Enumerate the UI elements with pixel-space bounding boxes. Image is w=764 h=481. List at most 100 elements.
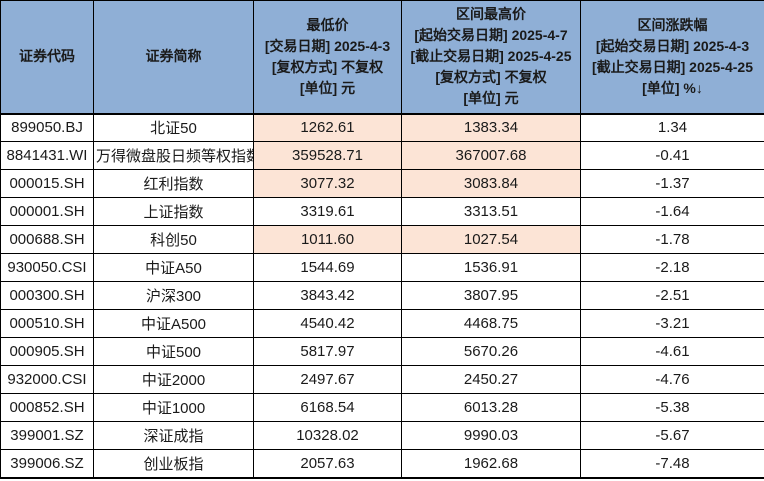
table-row: 899050.BJ 北证50 1262.61 1383.34 1.34 — [0, 113, 764, 142]
cell-high: 1962.68 — [401, 449, 581, 478]
cell-code: 000300.SH — [0, 281, 94, 310]
cell-chg: -0.41 — [580, 141, 764, 170]
cell-code: 000905.SH — [0, 337, 94, 366]
cell-high: 1383.34 — [401, 113, 581, 142]
table-row: 000905.SH 中证500 5817.97 5670.26 -4.61 — [0, 337, 764, 366]
header-line: [单位] 元 — [463, 90, 519, 107]
table-row: 000510.SH 中证A500 4540.42 4468.75 -3.21 — [0, 309, 764, 338]
cell-name: 中证1000 — [93, 393, 254, 422]
cell-code: 399001.SZ — [0, 421, 94, 450]
header-line: [单位] %↓ — [583, 78, 762, 99]
cell-high: 367007.68 — [401, 141, 581, 170]
cell-name: 中证2000 — [93, 365, 254, 394]
header-line: 区间涨跌幅 — [637, 16, 708, 33]
cell-low: 1011.60 — [253, 225, 402, 254]
cell-code: 000001.SH — [0, 197, 94, 226]
cell-high: 5670.26 — [401, 337, 581, 366]
cell-high: 4468.75 — [401, 309, 581, 338]
cell-name: 深证成指 — [93, 421, 254, 450]
sort-descending-icon: ↓ — [695, 79, 703, 96]
column-header-name: 证券简称 — [93, 0, 254, 115]
header-line: 区间最高价 — [456, 6, 526, 23]
cell-name: 红利指数 — [93, 169, 254, 198]
column-header-code: 证券代码 — [0, 0, 94, 115]
cell-name: 科创50 — [93, 225, 254, 254]
header-line: [截止交易日期] 2025-4-25 — [591, 58, 754, 75]
table-row: 930050.CSI 中证A50 1544.69 1536.91 -2.18 — [0, 253, 764, 282]
cell-high: 9990.03 — [401, 421, 581, 450]
cell-code: 399006.SZ — [0, 449, 94, 478]
column-header-change[interactable]: 区间涨跌幅 [起始交易日期] 2025-4-3 [截止交易日期] 2025-4-… — [580, 0, 764, 115]
table-row: 399006.SZ 创业板指 2057.63 1962.68 -7.48 — [0, 449, 764, 478]
cell-code: 899050.BJ — [0, 113, 94, 142]
cell-code: 000015.SH — [0, 169, 94, 198]
cell-high: 2450.27 — [401, 365, 581, 394]
cell-chg: -1.37 — [580, 169, 764, 198]
cell-code: 000852.SH — [0, 393, 94, 422]
column-header-low: 最低价 [交易日期] 2025-4-3 [复权方式] 不复权 [单位] 元 — [253, 0, 402, 115]
table-row: 932000.CSI 中证2000 2497.67 2450.27 -4.76 — [0, 365, 764, 394]
header-unit-label: [单位] % — [642, 79, 696, 96]
cell-low: 4540.42 — [253, 309, 402, 338]
cell-code: 930050.CSI — [0, 253, 94, 282]
cell-name: 北证50 — [93, 113, 254, 142]
cell-high: 3313.51 — [401, 197, 581, 226]
cell-chg: -3.21 — [580, 309, 764, 338]
cell-name: 中证A50 — [93, 253, 254, 282]
header-line: [起始交易日期] 2025-4-3 — [595, 37, 750, 54]
cell-chg: -1.78 — [580, 225, 764, 254]
cell-chg: 1.34 — [580, 113, 764, 142]
cell-low: 10328.02 — [253, 421, 402, 450]
header-row: 证券代码 证券简称 最低价 [交易日期] 2025-4-3 [复权方式] 不复权… — [0, 0, 764, 115]
cell-low: 6168.54 — [253, 393, 402, 422]
cell-low: 359528.71 — [253, 141, 402, 170]
cell-low: 2057.63 — [253, 449, 402, 478]
cell-low: 2497.67 — [253, 365, 402, 394]
cell-chg: -4.76 — [580, 365, 764, 394]
cell-code: 000510.SH — [0, 309, 94, 338]
cell-chg: -2.51 — [580, 281, 764, 310]
cell-chg: -2.18 — [580, 253, 764, 282]
cell-chg: -4.61 — [580, 337, 764, 366]
header-line: [截止交易日期] 2025-4-25 — [410, 48, 572, 65]
cell-chg: -7.48 — [580, 449, 764, 478]
header-line: [起始交易日期] 2025-4-7 — [414, 27, 568, 44]
cell-name: 中证500 — [93, 337, 254, 366]
cell-high: 3083.84 — [401, 169, 581, 198]
table-row: 000015.SH 红利指数 3077.32 3083.84 -1.37 — [0, 169, 764, 198]
cell-name: 沪深300 — [93, 281, 254, 310]
cell-low: 3319.61 — [253, 197, 402, 226]
cell-high: 1536.91 — [401, 253, 581, 282]
cell-high: 3807.95 — [401, 281, 581, 310]
cell-low: 3843.42 — [253, 281, 402, 310]
cell-name: 创业板指 — [93, 449, 254, 478]
header-line: 最低价 — [306, 16, 349, 33]
cell-low: 5817.97 — [253, 337, 402, 366]
table-row: 000688.SH 科创50 1011.60 1027.54 -1.78 — [0, 225, 764, 254]
table-row: 399001.SZ 深证成指 10328.02 9990.03 -5.67 — [0, 421, 764, 450]
header-line: [复权方式] 不复权 — [435, 69, 547, 86]
header-line: [单位] 元 — [299, 79, 356, 96]
cell-low: 1544.69 — [253, 253, 402, 282]
table-row: 000300.SH 沪深300 3843.42 3807.95 -2.51 — [0, 281, 764, 310]
cell-low: 3077.32 — [253, 169, 402, 198]
table-row: 000001.SH 上证指数 3319.61 3313.51 -1.64 — [0, 197, 764, 226]
cell-code: 000688.SH — [0, 225, 94, 254]
cell-low: 1262.61 — [253, 113, 402, 142]
cell-high: 6013.28 — [401, 393, 581, 422]
cell-name: 中证A500 — [93, 309, 254, 338]
cell-chg: -1.64 — [580, 197, 764, 226]
cell-code: 8841431.WI — [0, 141, 94, 170]
column-header-high: 区间最高价 [起始交易日期] 2025-4-7 [截止交易日期] 2025-4-… — [401, 0, 581, 115]
header-label: 证券简称 — [145, 48, 202, 65]
table-row: 000852.SH 中证1000 6168.54 6013.28 -5.38 — [0, 393, 764, 422]
cell-code: 932000.CSI — [0, 365, 94, 394]
cell-name: 上证指数 — [93, 197, 254, 226]
header-line: [交易日期] 2025-4-3 — [264, 37, 391, 54]
cell-chg: -5.67 — [580, 421, 764, 450]
cell-name: 万得微盘股日频等权指数 — [93, 141, 254, 170]
header-label: 证券代码 — [19, 48, 75, 65]
cell-high: 1027.54 — [401, 225, 581, 254]
cell-chg: -5.38 — [580, 393, 764, 422]
